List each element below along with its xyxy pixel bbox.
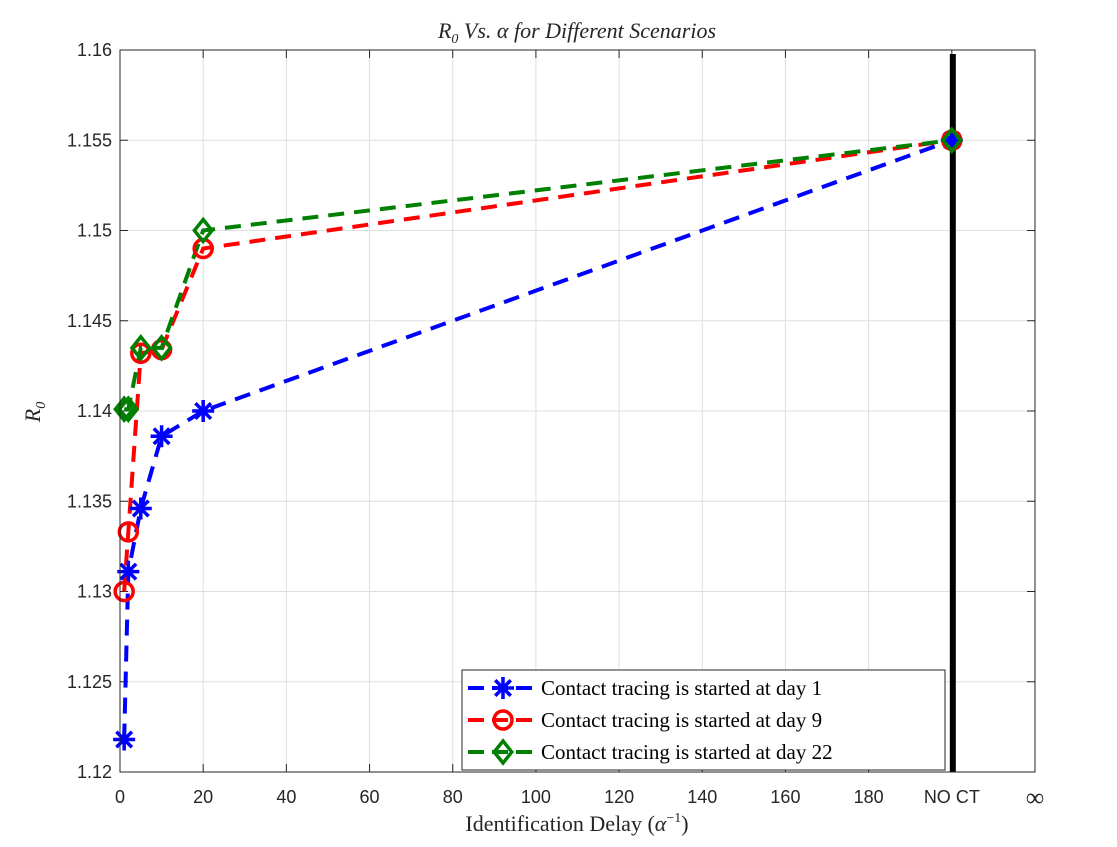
- x-tick-label: 120: [604, 787, 634, 807]
- series-3-point: [113, 395, 136, 423]
- x-tick-label: 0: [115, 787, 125, 807]
- y-tick-label: 1.135: [67, 491, 112, 511]
- x-tick-label: 20: [193, 787, 213, 807]
- legend-label-1: Contact tracing is started at day 1: [541, 676, 822, 700]
- x-tick-label: 100: [521, 787, 551, 807]
- series-markers: [113, 126, 963, 751]
- x-tick-label: ∞: [1026, 783, 1045, 812]
- y-tick-label: 1.13: [77, 582, 112, 602]
- x-tick-label: 140: [687, 787, 717, 807]
- y-tick-labels: 1.12 1.125 1.13 1.135 1.14 1.145 1.15 1.155 1.16: [67, 40, 112, 782]
- x-tick-label: 80: [443, 787, 463, 807]
- legend-marker-1: [492, 677, 514, 699]
- legend-label-3: Contact tracing is started at day 22: [541, 740, 833, 764]
- series-1-point: [117, 560, 140, 583]
- x-tick-label: 180: [854, 787, 884, 807]
- legend-marker-3: [491, 738, 515, 766]
- x-tick-label: 60: [360, 787, 380, 807]
- y-axis-label: R0: [20, 402, 49, 423]
- x-tick-labels: 0 20 40 60 80 100 120 140 160 180 NO CT ∞: [115, 783, 1044, 812]
- x-axis-label: Identification Delay (α−1): [465, 811, 688, 836]
- legend-box: [461, 669, 946, 771]
- y-tick-label: 1.145: [67, 311, 112, 331]
- x-tick-label: NO CT: [924, 787, 980, 807]
- series-1-point: [129, 497, 152, 520]
- x-tick-label: 40: [276, 787, 296, 807]
- series-line-3: [124, 138, 953, 412]
- series-1-point: [192, 400, 215, 422]
- y-tick-label: 1.12: [77, 762, 112, 782]
- series-3-point: [192, 216, 215, 245]
- plot-frame: [119, 49, 1036, 773]
- series-3-point: [129, 334, 152, 362]
- series-2-point: [130, 342, 152, 364]
- y-tick-label: 1.155: [67, 130, 112, 150]
- series-3-point: [940, 126, 963, 155]
- chart-title: R0 Vs. α for Different Scenarios: [437, 18, 716, 47]
- series-3-point: [117, 395, 140, 423]
- legend-marker-2: [492, 709, 514, 731]
- series-1-point: [150, 425, 173, 448]
- legend-label-2: Contact tracing is started at day 9: [541, 708, 822, 732]
- series-1-point: [113, 728, 136, 751]
- x-tick-label: 160: [770, 787, 800, 807]
- series-3-point: [150, 334, 173, 362]
- series-2-point: [113, 580, 135, 603]
- y-tick-label: 1.16: [77, 40, 112, 60]
- y-tick-label: 1.15: [77, 221, 112, 241]
- series-2-point: [117, 521, 140, 543]
- y-tick-label: 1.14: [77, 401, 112, 421]
- y-tick-label: 1.125: [67, 672, 112, 692]
- legend: Contact tracing is started at day 1 Conta…: [461, 669, 946, 771]
